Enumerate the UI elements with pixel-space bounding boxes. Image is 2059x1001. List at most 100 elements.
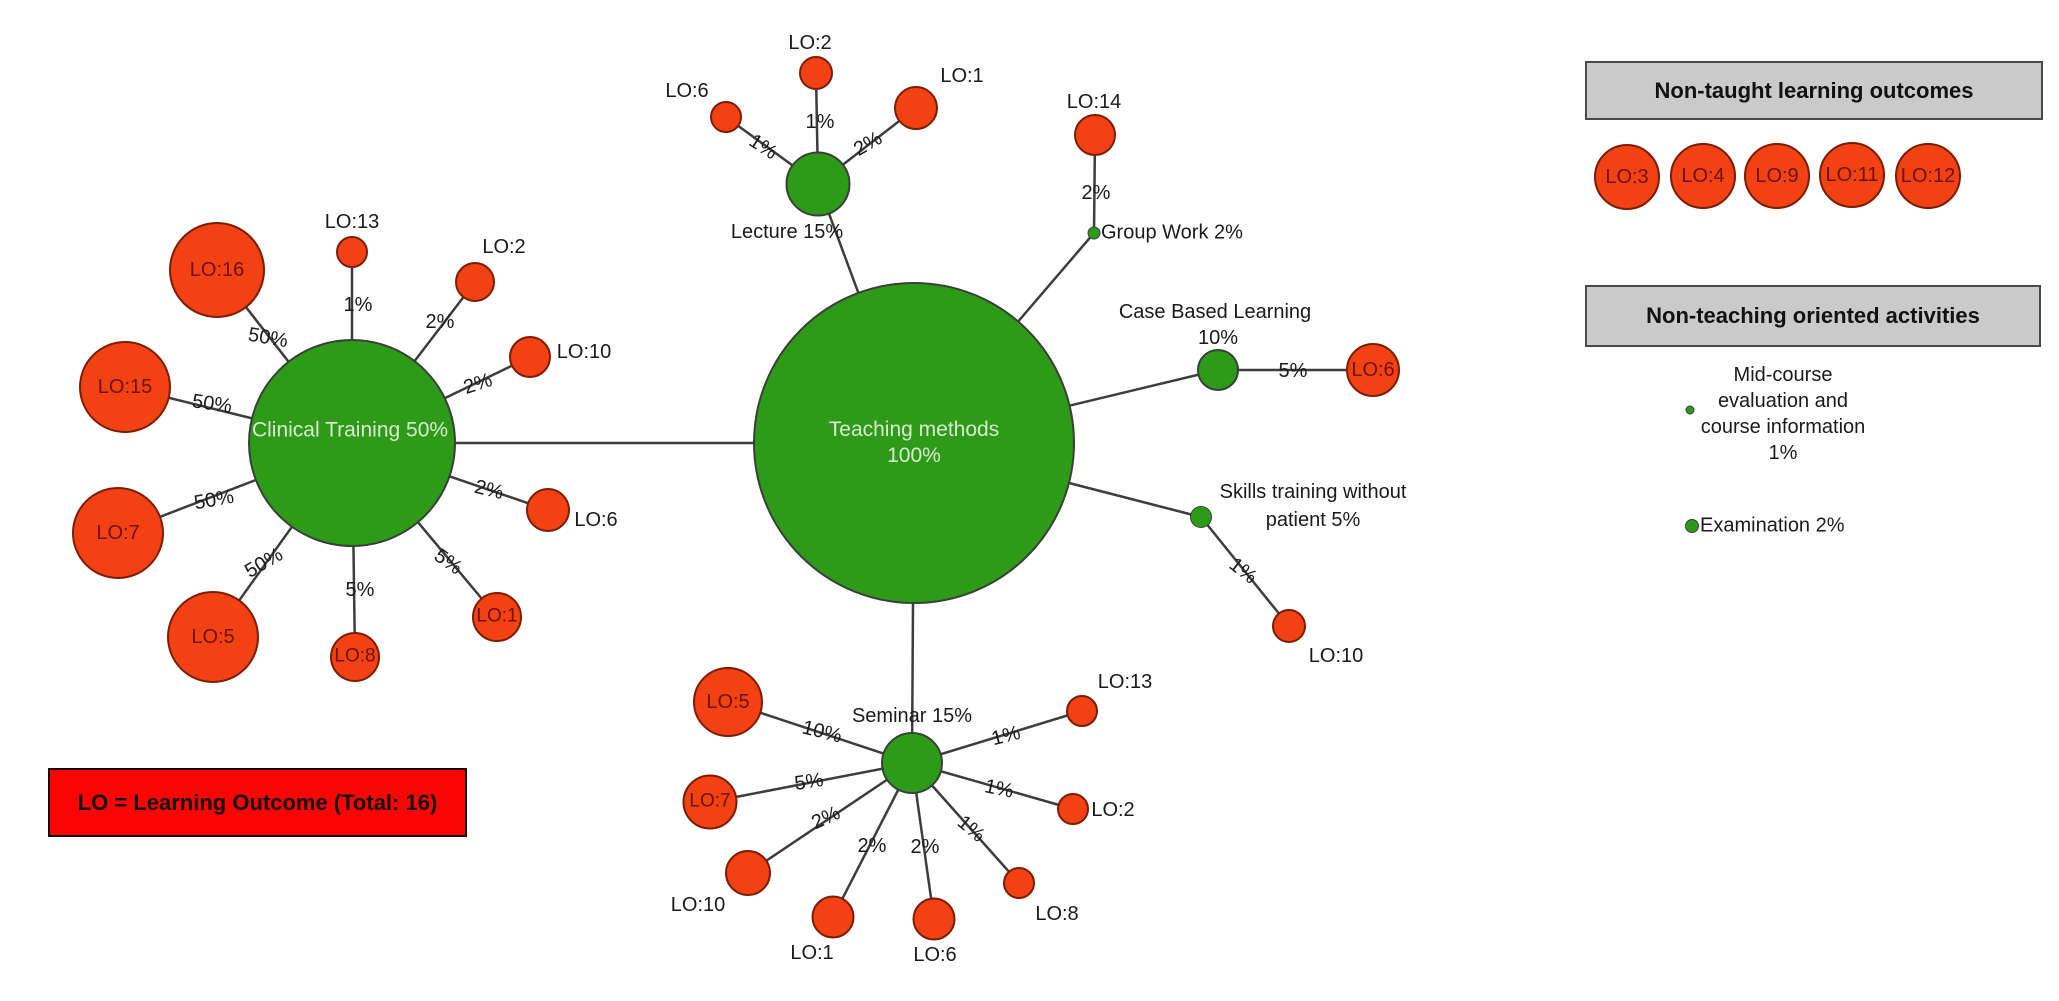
node-nontaught-lo11 [1819, 142, 1885, 208]
groupwork-lo14-pct: 2% [1081, 182, 1111, 204]
node-skills-lo10 [1272, 609, 1306, 643]
node-skills-training [1190, 506, 1212, 528]
seminar-lo6-label: LO:6 [913, 944, 957, 966]
seminar-lo5-label: LO:5 [706, 691, 750, 713]
examination-label: Examination 2% [1700, 514, 1845, 537]
case-based-pct: 10% [1197, 327, 1239, 349]
legend-box: LO = Learning Outcome (Total: 16) [48, 768, 467, 837]
groupwork-lo14-label: LO:14 [1066, 91, 1122, 113]
clinical-lo1-label: LO:1 [476, 605, 518, 627]
node-clinical-training [248, 339, 456, 547]
node-nontaught-lo4 [1670, 143, 1736, 209]
node-seminar-lo8 [1003, 867, 1035, 899]
node-clinical-lo8 [330, 632, 380, 682]
node-group-work [1087, 226, 1101, 240]
node-lecture-lo2 [799, 56, 833, 90]
midcourse-label: Mid-course evaluation and course informa… [1701, 362, 1866, 466]
nontaught-lo12-label: LO:12 [1900, 165, 1956, 187]
clinical-lo8-label: LO:8 [334, 645, 376, 667]
node-seminar [881, 732, 943, 794]
clinical-lo16-label: LO:16 [189, 259, 245, 281]
node-seminar-lo5 [693, 667, 763, 737]
teaching-methods-label-line2: 100% [887, 444, 941, 467]
node-clinical-lo13 [336, 236, 368, 268]
lecture-lo6-label: LO:6 [665, 80, 709, 102]
node-clinical-lo10 [509, 336, 551, 378]
node-clinical-lo5 [167, 591, 259, 683]
skills-label-line1: Skills training without [1219, 481, 1407, 503]
teaching-methods-label-line1: Teaching methods [828, 418, 1000, 441]
seminar-lo1-pct: 2% [857, 835, 887, 857]
node-clinical-lo16 [169, 222, 265, 318]
case-based-label: Case Based Learning [1118, 301, 1312, 323]
midcourse-label-line1: Mid-course [1733, 364, 1833, 386]
midcourse-dot [1685, 405, 1695, 415]
midcourse-label-line3: course information [1700, 416, 1866, 438]
node-seminar-lo10 [725, 850, 771, 896]
lecture-label: Lecture 15% [730, 221, 844, 243]
non-teaching-header: Non-teaching oriented activities [1585, 285, 2041, 347]
seminar-lo7-label: LO:7 [689, 790, 731, 812]
skills-lo10-label: LO:10 [1308, 645, 1364, 667]
node-nontaught-lo9 [1744, 143, 1810, 209]
clinical-lo2-label: LO:2 [482, 236, 526, 258]
clinical-lo10-label: LO:10 [556, 341, 612, 363]
node-seminar-lo7 [682, 774, 738, 830]
clinical-lo6-label: LO:6 [574, 509, 618, 531]
nontaught-lo4-label: LO:4 [1681, 165, 1725, 187]
node-seminar-lo6 [912, 897, 956, 941]
node-case-based-learning [1197, 349, 1239, 391]
lecture-lo2-pct: 1% [805, 111, 835, 133]
group-work-label: Group Work 2% [1101, 221, 1243, 244]
midcourse-label-line2: evaluation and [1717, 390, 1849, 412]
node-teaching-methods [753, 282, 1075, 604]
node-nontaught-lo3 [1594, 144, 1660, 210]
clinical-lo15-label: LO:15 [97, 376, 153, 398]
seminar-lo2-label: LO:2 [1091, 799, 1135, 821]
casebased-lo6-pct: 5% [1278, 360, 1308, 382]
node-casebased-lo6 [1346, 343, 1400, 397]
edge-skills-lo10 [1200, 516, 1290, 627]
node-lecture-lo1 [894, 86, 938, 130]
seminar-label: Seminar 15% [851, 705, 973, 727]
non-taught-header: Non-taught learning outcomes [1585, 61, 2043, 120]
clinical-lo7-label: LO:7 [96, 522, 140, 544]
node-clinical-lo7 [72, 487, 164, 579]
node-clinical-lo1 [472, 592, 522, 642]
casebased-lo6-label: LO:6 [1351, 359, 1395, 381]
node-lecture [785, 151, 851, 217]
non-taught-header-text: Non-taught learning outcomes [1654, 77, 1974, 103]
clinical-lo8-pct: 5% [345, 579, 375, 601]
examination-dot [1685, 519, 1699, 533]
legend-box-text: LO = Learning Outcome (Total: 16) [77, 789, 438, 815]
seminar-lo10-label: LO:10 [670, 894, 726, 916]
seminar-lo1-label: LO:1 [790, 942, 834, 964]
seminar-lo7-pct: 5% [793, 769, 825, 795]
clinical-training-label: Clinical Training 50% [251, 418, 449, 442]
node-clinical-lo6 [526, 488, 570, 532]
lecture-lo2-label: LO:2 [788, 32, 832, 54]
node-seminar-lo13 [1066, 695, 1098, 727]
nontaught-lo11-label: LO:11 [1825, 164, 1879, 186]
seminar-lo8-label: LO:8 [1035, 903, 1079, 925]
seminar-lo6-pct: 2% [910, 836, 940, 858]
clinical-lo2-pct: 2% [425, 311, 455, 333]
node-lecture-lo6 [710, 101, 742, 133]
clinical-lo13-pct: 1% [343, 294, 373, 316]
node-clinical-lo15 [79, 341, 171, 433]
edge-seminar-lo10 [747, 761, 913, 875]
non-teaching-header-text: Non-teaching oriented activities [1646, 303, 1980, 328]
nontaught-lo3-label: LO:3 [1605, 166, 1649, 188]
midcourse-label-line4: 1% [1768, 442, 1798, 464]
node-seminar-lo1 [811, 895, 855, 939]
clinical-lo5-label: LO:5 [191, 626, 235, 648]
teaching-methods-label: Teaching methods 100% [829, 417, 999, 469]
node-groupwork-lo14 [1074, 114, 1116, 156]
seminar-lo13-label: LO:13 [1097, 671, 1153, 693]
node-clinical-lo2 [455, 262, 495, 302]
clinical-lo13-label: LO:13 [324, 211, 380, 233]
node-nontaught-lo12 [1895, 143, 1961, 209]
node-seminar-lo2 [1057, 793, 1089, 825]
skills-label-line2: patient 5% [1265, 509, 1361, 531]
